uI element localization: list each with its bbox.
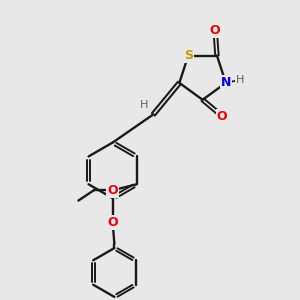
Text: O: O bbox=[217, 110, 227, 123]
Text: O: O bbox=[107, 184, 118, 197]
Text: O: O bbox=[210, 24, 220, 37]
Text: S: S bbox=[184, 49, 193, 62]
Text: H: H bbox=[140, 100, 148, 110]
Text: O: O bbox=[107, 216, 118, 229]
Text: N: N bbox=[220, 76, 231, 89]
Text: H: H bbox=[236, 75, 244, 85]
